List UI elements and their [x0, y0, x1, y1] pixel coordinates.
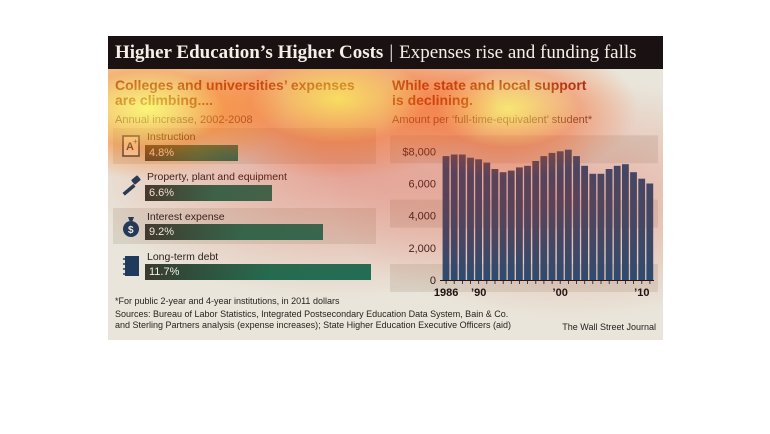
column-2008 [622, 164, 629, 280]
footnote: *For public 2-year and 4-year institutio… [115, 296, 340, 306]
column-1989 [467, 157, 474, 280]
column-2002 [573, 156, 580, 280]
left-panel-subtitle: Annual increase, 2002-2008 [115, 114, 253, 126]
column-2011 [646, 183, 654, 280]
column-1997 [532, 161, 540, 280]
notebook-icon [123, 256, 139, 276]
column-2001 [564, 149, 572, 280]
column-2000 [556, 151, 564, 280]
header-bar: Higher Education’s Higher Costs | Expens… [108, 36, 663, 69]
grade-paper-icon: A + [122, 135, 140, 157]
column-1995 [516, 167, 523, 280]
column-2005 [597, 173, 605, 280]
bar-label-interest: Interest expense [147, 211, 225, 223]
y-tick-label: 6,000 [408, 179, 436, 191]
x-tick-label: ’10 [634, 287, 649, 299]
left-title-line2: are climbing.... [115, 92, 214, 108]
credit: The Wall Street Journal [562, 322, 656, 332]
bar-instruction: 4.8% [145, 145, 238, 161]
bar-value-interest: 9.2% [149, 226, 175, 238]
bar-value-debt: 11.7% [149, 266, 180, 278]
bar-value-instruction: 4.8% [149, 147, 175, 159]
bar-label-debt: Long-term debt [147, 251, 219, 263]
x-tick-label: 1986 [434, 287, 458, 299]
bar-label-instruction: Instruction [147, 131, 196, 143]
aid-column-chart: 0 2,000 4,000 6,000 $8,000 1986 ’90 ’00 ’10 [390, 135, 658, 299]
sources-line2: and Sterling Partners analysis (expense … [115, 319, 512, 330]
x-tick-label: ’00 [553, 287, 568, 299]
header-separator: | [389, 41, 394, 63]
y-tick-label: $8,000 [402, 146, 436, 158]
header-subtitle: Expenses rise and funding falls [399, 41, 637, 63]
column-1999 [548, 152, 556, 280]
column-2010 [638, 178, 646, 280]
left-panel-title: Colleges and universities’ expenses are … [115, 78, 355, 108]
svg-text:$: $ [128, 225, 134, 236]
money-bag-icon: $ [123, 217, 139, 237]
y-tick-label: 2,000 [408, 243, 436, 255]
column-2004 [589, 173, 597, 280]
column-1991 [483, 162, 491, 280]
column-1986 [442, 156, 450, 280]
sources-line1: Sources: Bureau of Labor Statistics, Int… [115, 309, 509, 319]
right-panel-title: While state and local support is declini… [392, 78, 586, 108]
bar-interest: 9.2% [145, 224, 323, 240]
column-1990 [475, 159, 482, 280]
column-1987 [450, 154, 458, 280]
column-1996 [524, 165, 531, 280]
column-2007 [613, 165, 621, 280]
bar-property: 6.6% [145, 185, 272, 201]
hammer-icon [122, 175, 141, 196]
svg-text:+: + [133, 137, 138, 146]
bar-label-property: Property, plant and equipment [147, 171, 287, 183]
column-1994 [507, 170, 515, 280]
sources: Sources: Bureau of Labor Statistics, Int… [115, 309, 511, 330]
left-title-line1: Colleges and universities’ expenses [115, 77, 355, 93]
column-1988 [458, 154, 466, 280]
bar-debt: 11.7% [145, 264, 371, 280]
column-2003 [581, 165, 588, 280]
right-panel-subtitle: Amount per ‘full-time-equivalent’ studen… [392, 114, 593, 126]
column-2006 [605, 169, 613, 280]
y-tick-label: 0 [430, 275, 436, 287]
bar-value-property: 6.6% [149, 187, 175, 199]
column-1993 [499, 172, 507, 280]
right-title-line1: While state and local support [392, 77, 587, 93]
y-tick-label: 4,000 [408, 211, 436, 223]
x-tick-label: ’90 [471, 287, 486, 299]
infographic: Higher Education’s Higher Costs | Expens… [108, 36, 663, 340]
column-1992 [491, 169, 499, 280]
right-title-line2: is declining. [392, 92, 473, 108]
column-2009 [630, 172, 637, 280]
header-title: Higher Education’s Higher Costs [115, 41, 384, 63]
column-1998 [540, 156, 548, 280]
